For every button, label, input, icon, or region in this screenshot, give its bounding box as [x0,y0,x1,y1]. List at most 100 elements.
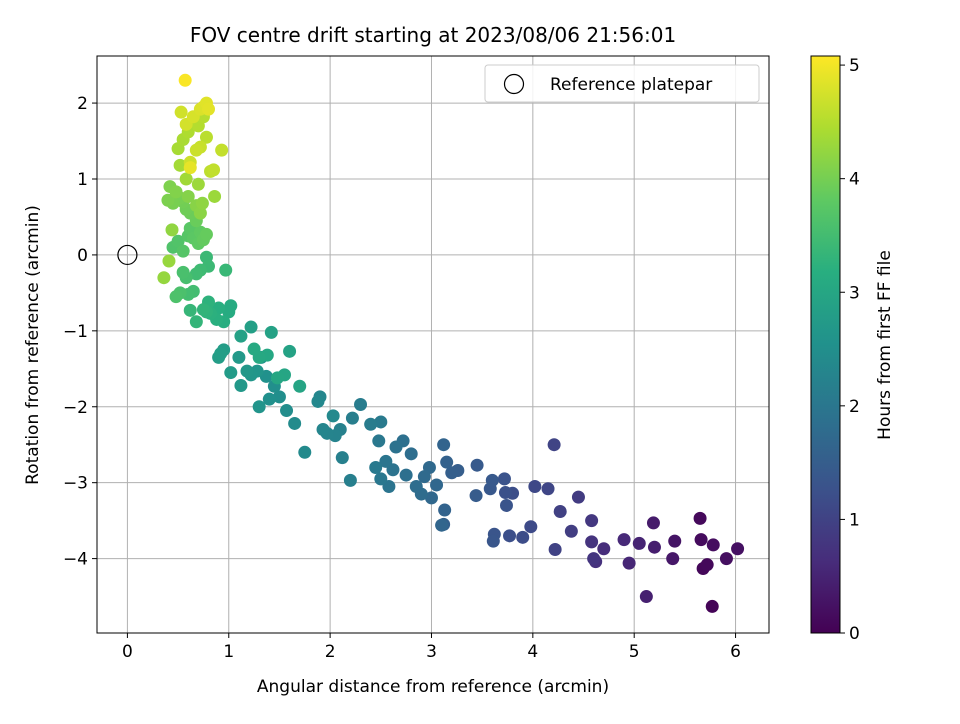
data-point [207,163,221,177]
data-point [176,265,190,279]
data-point [647,540,661,554]
y-tick-label: 2 [77,94,88,114]
data-point [162,254,176,268]
colorbar-tick-label: 0 [849,624,860,644]
data-point [224,366,238,380]
data-point [503,529,517,543]
data-point [693,511,707,525]
data-point [234,329,248,343]
y-tick-label: −1 [63,322,88,342]
data-point [587,552,601,566]
x-tick-label: 4 [527,642,538,662]
data-point [541,482,555,496]
data-point [214,347,228,361]
legend-label: Reference platepar [550,75,712,95]
data-point [374,415,388,429]
data-point [632,536,646,550]
data-point [617,533,631,547]
y-axis-label: Rotation from reference (arcmin) [23,205,43,485]
data-point [564,524,578,538]
data-point [666,552,680,566]
data-point [516,530,530,544]
data-point [547,438,561,452]
colorbar-tick-label: 2 [849,397,860,417]
data-point [622,556,636,570]
colorbar-gradient [810,55,841,634]
data-point [389,440,403,454]
data-point [326,409,340,423]
data-point [430,478,444,492]
data-point [176,244,190,258]
data-point [283,344,297,358]
data-point [244,320,258,334]
data-point [191,177,205,191]
x-axis-label: Angular distance from reference (arcmin) [257,677,609,697]
data-point [252,400,266,414]
data-point [165,223,179,237]
data-point [485,473,499,487]
data-point [372,434,386,448]
data-point [161,193,175,207]
data-point [288,416,302,430]
data-point [343,473,357,487]
data-point [196,303,210,317]
x-axis-ticks: 0 1 2 3 4 5 6 [122,633,741,662]
data-point [262,392,276,406]
data-point [316,423,330,437]
data-point [234,378,248,392]
x-tick-label: 0 [122,642,133,662]
data-point [440,455,454,469]
colorbar-tick-label: 1 [849,510,860,530]
data-point [270,371,284,385]
chart-title: FOV centre drift starting at 2023/08/06 … [190,23,676,47]
data-point [199,130,213,144]
data-point [232,350,246,364]
data-point [498,486,512,500]
data-point [178,73,192,87]
data-point [280,404,294,418]
legend-box [484,64,760,103]
data-point [195,196,209,210]
data-point [497,472,511,486]
data-point [399,468,413,482]
data-point [731,542,745,556]
data-point [374,472,388,486]
data-point [646,516,660,530]
x-tick-label: 2 [325,642,336,662]
x-tick-label: 1 [223,642,234,662]
data-point [189,315,203,329]
data-point [247,342,261,356]
data-point [585,514,599,528]
data-point [219,263,233,277]
data-point [264,325,278,339]
data-point [553,505,567,519]
data-point [470,458,484,472]
data-point [369,460,383,474]
data-point [437,438,451,452]
data-point [222,305,236,319]
data-point [311,394,325,408]
data-point [183,161,197,175]
data-point [335,451,349,465]
data-point [293,379,307,393]
data-point [409,479,423,493]
data-point [272,390,286,404]
data-point [169,290,183,304]
reference-platepar-point [117,244,138,266]
colorbar-tick-label: 4 [849,170,860,190]
data-point [240,364,254,378]
data-point [469,489,483,503]
data-point [706,538,720,552]
x-tick-label: 3 [426,642,437,662]
data-point [499,498,513,512]
data-point [179,172,193,186]
data-point [571,490,585,504]
colorbar-label: Hours from first FF file [875,250,895,440]
data-point [193,206,207,220]
data-point [668,534,682,548]
data-point [694,533,708,547]
data-point [171,234,185,248]
data-point [486,534,500,548]
data-point [189,267,203,281]
